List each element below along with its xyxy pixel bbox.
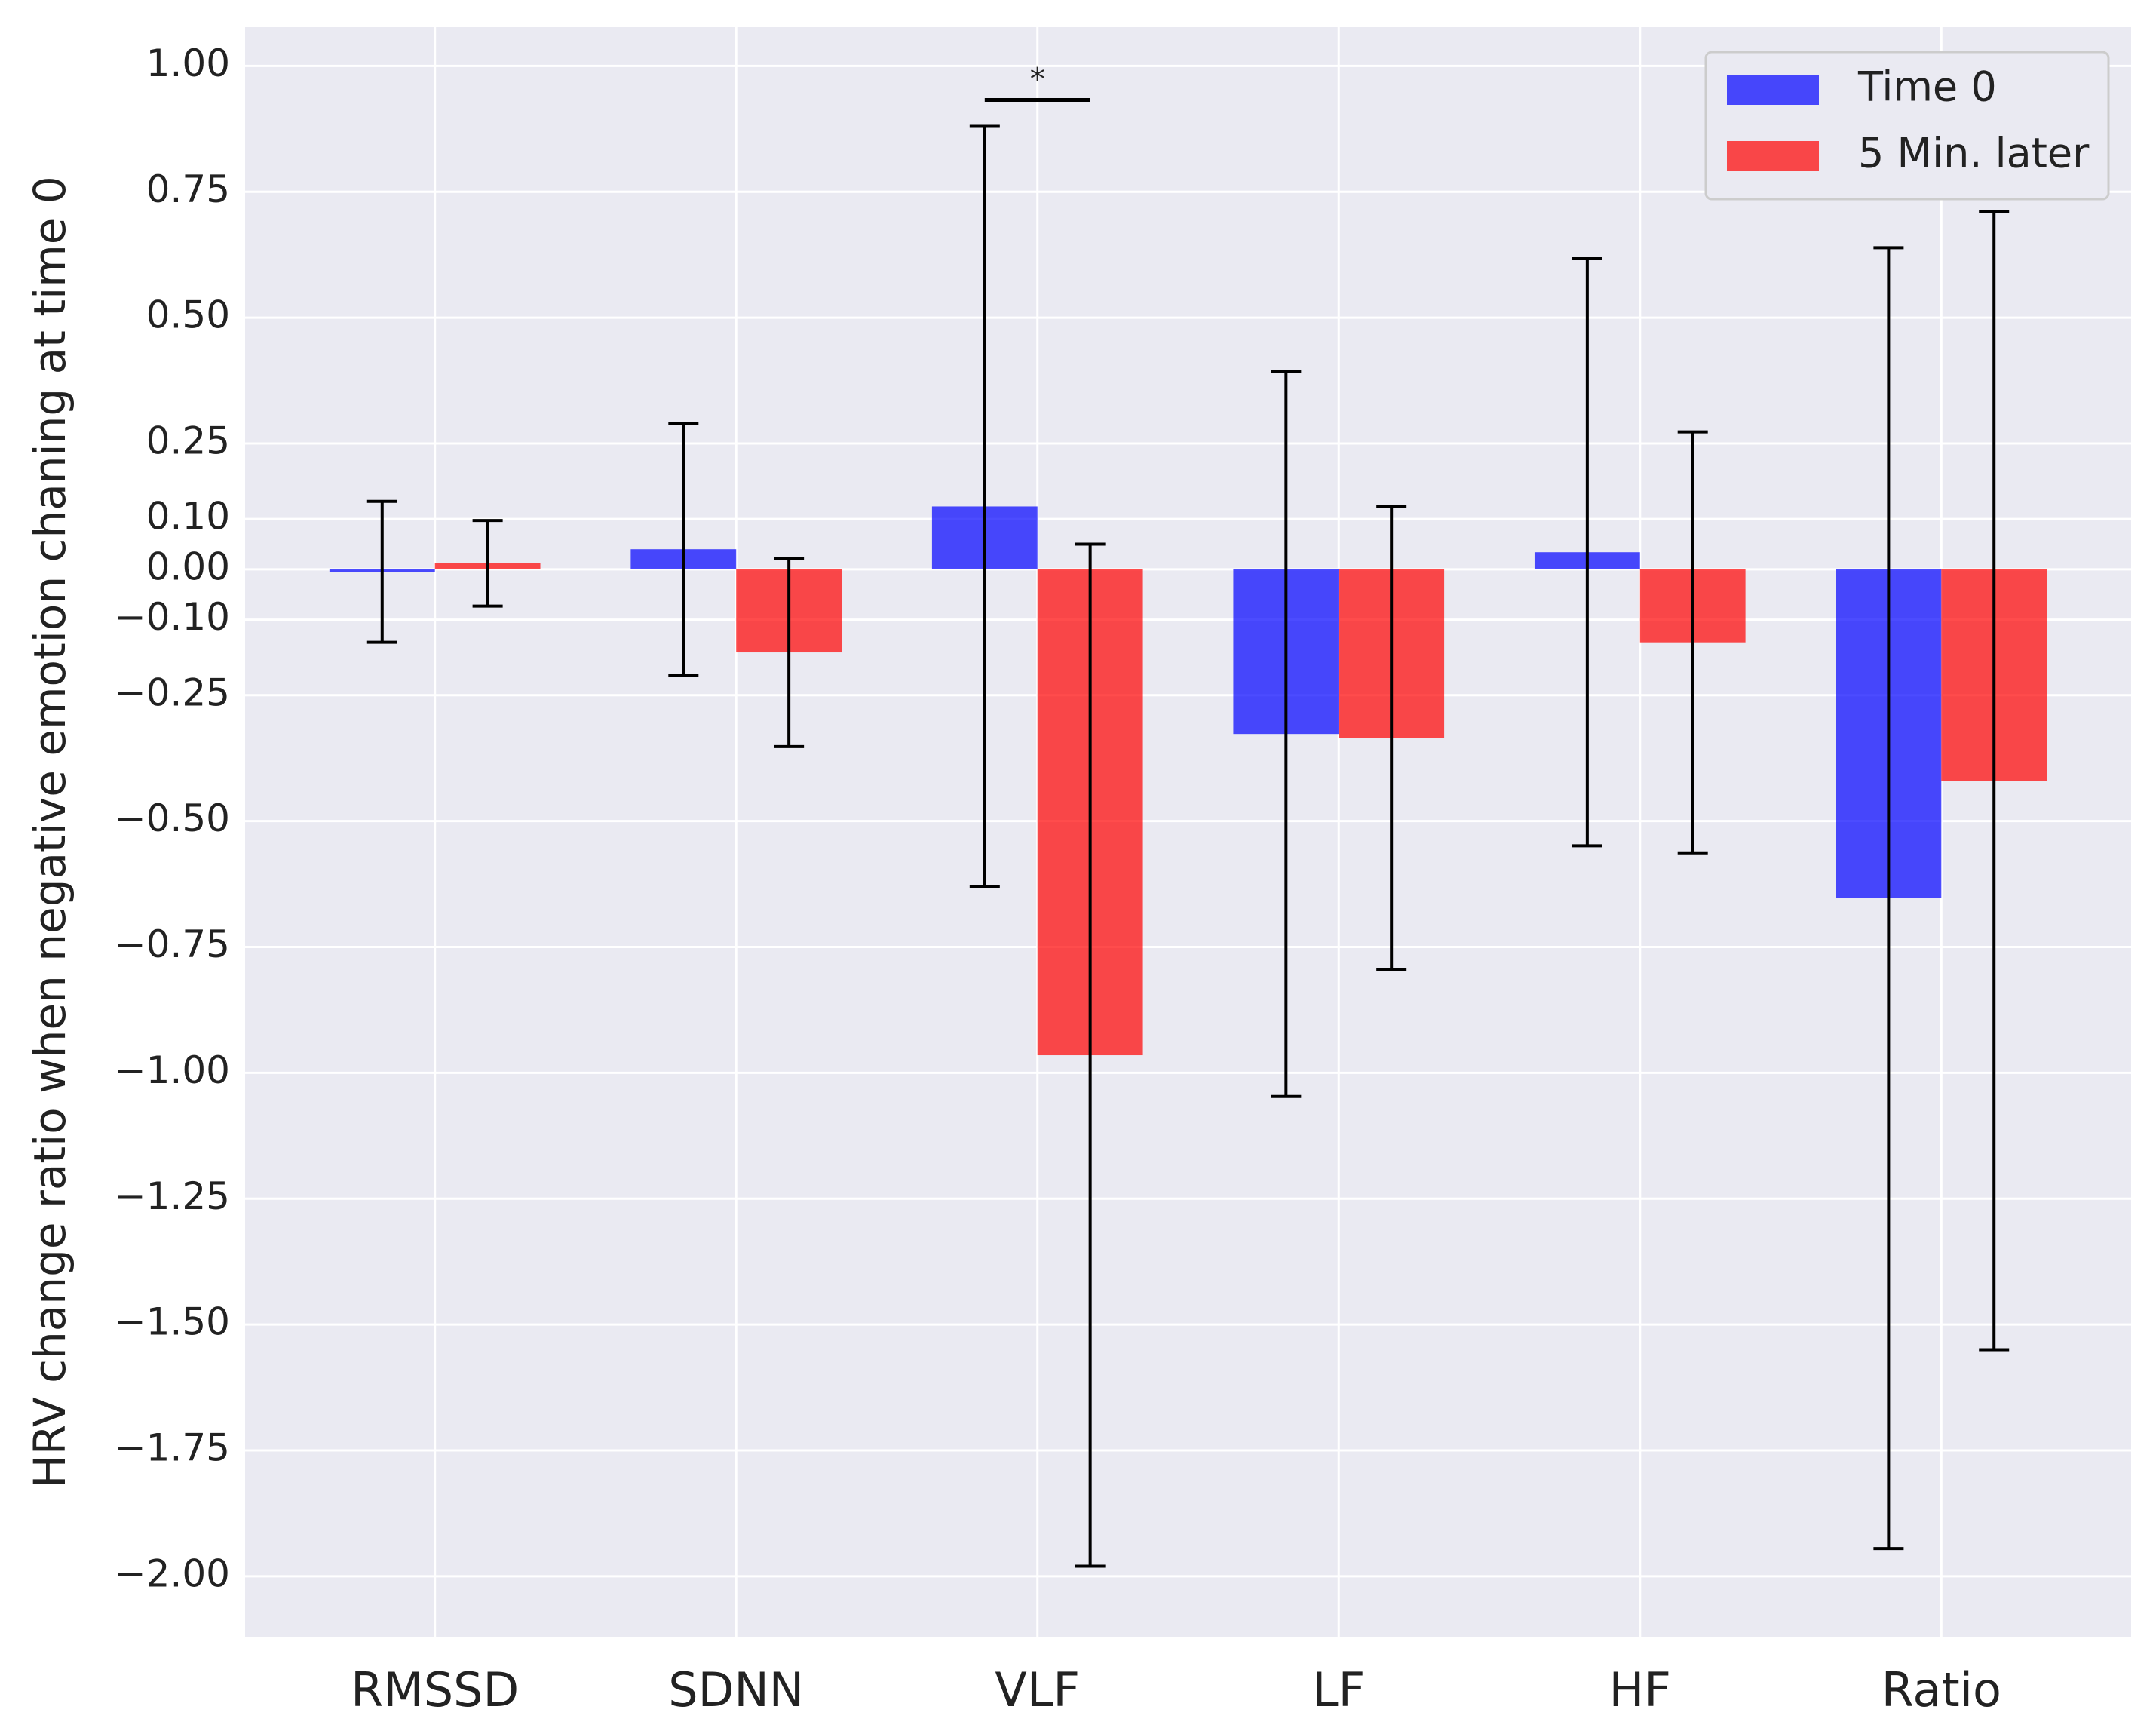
y-tick-label: 0.00 <box>146 545 230 588</box>
y-tick-label: −0.75 <box>115 922 230 966</box>
y-tick-label: −0.10 <box>115 595 230 639</box>
x-tick-label: VLF <box>995 1662 1080 1717</box>
y-tick-label: 0.25 <box>146 419 230 463</box>
y-tick-label: 0.10 <box>146 495 230 539</box>
x-tick-label: RMSSD <box>351 1662 519 1717</box>
y-tick-label: −1.50 <box>115 1300 230 1344</box>
y-tick-label: −1.75 <box>115 1426 230 1470</box>
legend-label: 5 Min. later <box>1858 130 2090 177</box>
x-tick-label: HF <box>1609 1662 1671 1717</box>
legend-swatch <box>1727 75 1819 105</box>
y-axis-label: HRV change ratio when negative emotion c… <box>24 176 75 1487</box>
annotation: * <box>1030 62 1045 97</box>
legend-label: Time 0 <box>1857 63 1997 111</box>
y-tick-label: −1.00 <box>115 1048 230 1092</box>
y-tick-label: 1.00 <box>146 41 230 85</box>
y-tick-label: −1.25 <box>115 1174 230 1218</box>
y-tick-label: −2.00 <box>115 1551 230 1595</box>
y-tick-label: −0.50 <box>115 796 230 840</box>
plot-area <box>245 27 2131 1637</box>
y-tick-label: 0.75 <box>146 167 230 211</box>
legend-swatch <box>1727 141 1819 171</box>
x-tick-label: Ratio <box>1882 1662 2001 1717</box>
y-tick-label: −0.25 <box>115 671 230 714</box>
x-tick-label: SDNN <box>668 1662 804 1717</box>
y-tick-label: 0.50 <box>146 293 230 337</box>
x-tick-label: LF <box>1312 1662 1365 1717</box>
